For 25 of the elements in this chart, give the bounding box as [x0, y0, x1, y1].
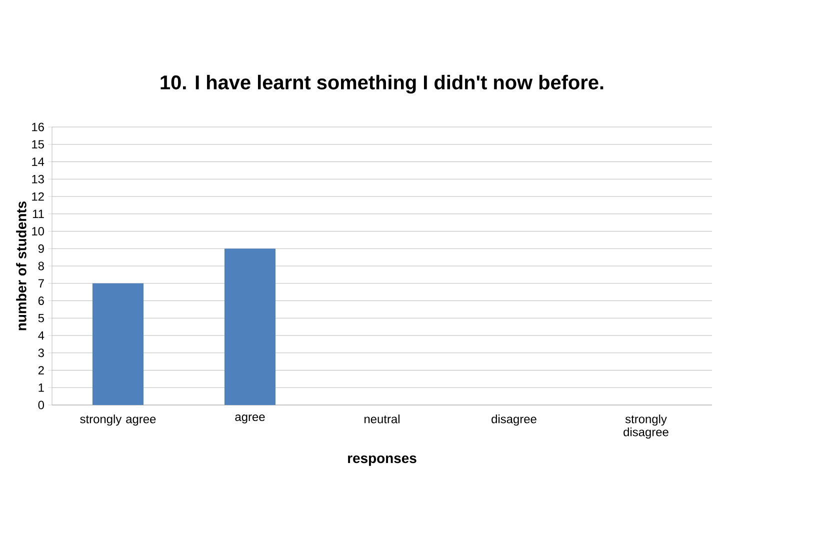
x-tick-label: disagree	[492, 414, 536, 426]
y-tick-label: 5	[38, 314, 44, 322]
y-tick-label: 0	[38, 400, 44, 410]
y-tick-label: 2	[38, 366, 44, 374]
y-tick-label: 11	[32, 210, 44, 218]
y-tick-label: 15	[32, 140, 44, 149]
y-tick-label: 3	[38, 348, 44, 358]
y-tick-label: 9	[38, 244, 44, 253]
y-tick-label: 8	[38, 262, 44, 270]
x-axis-title: responses	[348, 455, 416, 466]
y-tick-label: 4	[38, 331, 44, 340]
y-axis-title: number of students	[16, 201, 26, 330]
y-tick-label: 14	[32, 158, 44, 166]
x-tick-label: strongly agree	[80, 414, 156, 426]
y-tick-label: 1	[38, 384, 44, 392]
y-tick-label: 13	[32, 174, 44, 184]
x-tick-label: neutral	[364, 414, 400, 424]
x-tick-label: strongly disagree	[624, 414, 668, 439]
y-tick-label: 16	[32, 122, 44, 132]
y-tick-label: 12	[32, 192, 44, 201]
y-tick-label: 10	[32, 227, 44, 236]
y-tick-label: 7	[38, 279, 44, 288]
y-tick-label: 6	[38, 296, 44, 305]
chart-title: 10. I have learnt something I didn't now before.	[160, 74, 604, 94]
x-tick-label: agree	[235, 414, 265, 424]
